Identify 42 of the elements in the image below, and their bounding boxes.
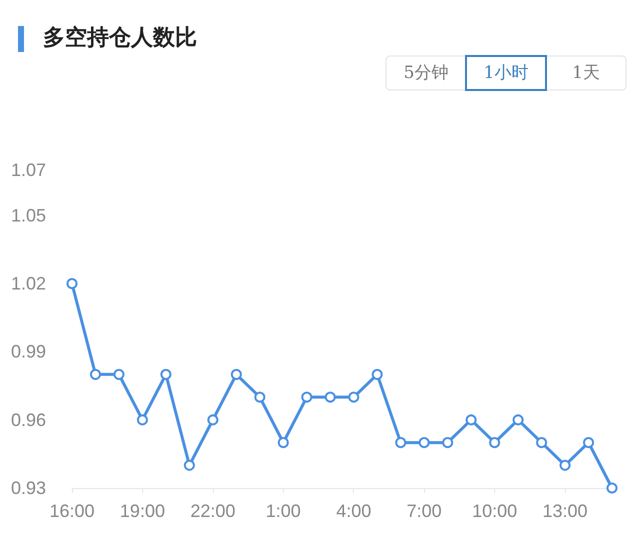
- point: [254, 392, 266, 403]
- x-tick-label: 22:00: [190, 501, 236, 521]
- text: 5分钟: [404, 63, 448, 83]
- point: [536, 437, 548, 448]
- x-tick-label: 16:00: [49, 501, 95, 521]
- y-tick-label: 1.05: [10, 205, 46, 226]
- point: [90, 368, 101, 380]
- x-tick-label: 1:00: [266, 501, 301, 521]
- y-tick-label: 0.99: [10, 342, 46, 362]
- point: [66, 278, 78, 290]
- y-tick-label: 1.07: [10, 160, 46, 180]
- point: [466, 414, 477, 426]
- point: [418, 437, 430, 448]
- point: [348, 392, 360, 403]
- point: [560, 460, 571, 471]
- point: [324, 392, 336, 403]
- point: [583, 437, 594, 448]
- point: [184, 460, 195, 471]
- point: [136, 414, 148, 426]
- point: [230, 368, 242, 380]
- point: [160, 368, 172, 380]
- chart-title: 多空持仓人数比: [43, 24, 197, 50]
- point: [512, 414, 524, 426]
- text: 1小时: [484, 63, 528, 83]
- point: [113, 368, 124, 380]
- y-tick-label: 1.02: [10, 274, 46, 294]
- x-tick-label: 7:00: [406, 501, 442, 521]
- point: [372, 368, 383, 380]
- y-tick-label: 0.96: [10, 410, 46, 430]
- x-tick-label: 4:00: [336, 501, 372, 521]
- point: [395, 437, 406, 448]
- point: [606, 482, 618, 494]
- point: [278, 437, 289, 448]
- text: 1天: [572, 63, 600, 83]
- point: [442, 437, 454, 448]
- point: [489, 437, 500, 448]
- x-tick-label: 10:00: [472, 501, 518, 521]
- point: [301, 392, 312, 403]
- point: [207, 414, 218, 426]
- x-tick-label: 19:00: [120, 501, 165, 521]
- y-tick-label: 0.93: [10, 478, 46, 498]
- x-tick-label: 13:00: [542, 501, 588, 521]
